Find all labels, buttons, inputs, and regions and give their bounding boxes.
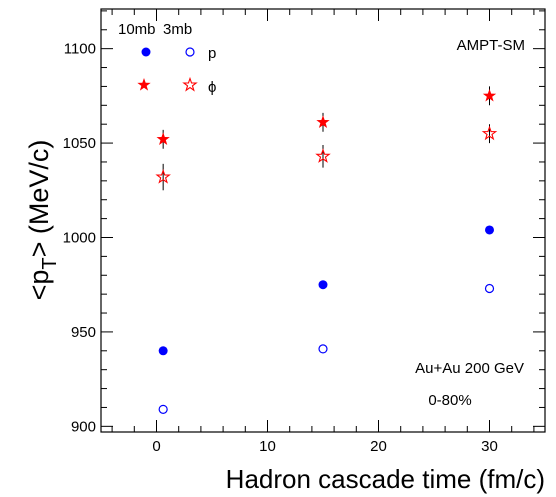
p-3mb-point [484,283,495,294]
p-10mb-point [485,225,494,235]
annotation-model: AMPT-SM [457,37,525,54]
y-tick-label: 1050 [63,135,96,152]
x-tick-label: 20 [370,438,387,455]
y-tick-label: 1000 [63,229,96,246]
legend-marker-p-3mb [185,47,195,57]
axis-ticks [101,9,545,432]
legend-marker-phi-3mb [182,76,198,92]
annotation-centrality: 0-80% [428,392,471,409]
phi-3mb-point [155,168,171,184]
legend-header-10mb: 10mb [118,21,156,38]
annotation-system: Au+Au 200 GeV [415,360,524,377]
x-axis-title: Hadron cascade time (fm/c) [226,464,545,494]
y-axis-title-base: <p [24,270,54,301]
phi-3mb-point [315,148,331,163]
y-tick-label: 950 [71,324,96,341]
legend-header-3mb: 3mb [163,21,192,38]
data-marks [155,86,498,414]
p-3mb-point [318,344,328,354]
phi-10mb-point [482,88,497,102]
phi-3mb-point [481,125,498,141]
p-10mb-point [158,346,168,356]
axis-tick-labels: 0 10 20 30 900 950 1000 1050 1100 [63,41,498,455]
legend-marker-p-10mb [141,47,151,57]
phi-10mb-point [156,132,170,145]
legend-label-p: p [208,45,216,62]
y-tick-label: 1100 [64,41,96,58]
y-axis-title-end: > (MeV/c) [24,140,54,258]
y-axis-title-sub: T [39,257,61,269]
p-3mb-point [158,404,168,414]
x-tick-label: 10 [259,438,276,455]
y-axis-title: <pT> (MeV/c) [24,140,61,301]
legend-marker-phi-10mb [137,78,151,91]
x-tick-label: 30 [481,438,498,455]
legend-label-phi: ϕ [208,79,216,96]
plot-frame [100,8,546,433]
x-tick-label: 0 [152,438,160,455]
legend: 10mb 3mb p ϕ [118,21,216,96]
phi-10mb-point [316,115,330,128]
p-10mb-point [318,280,328,290]
y-tick-label: 900 [71,418,96,435]
